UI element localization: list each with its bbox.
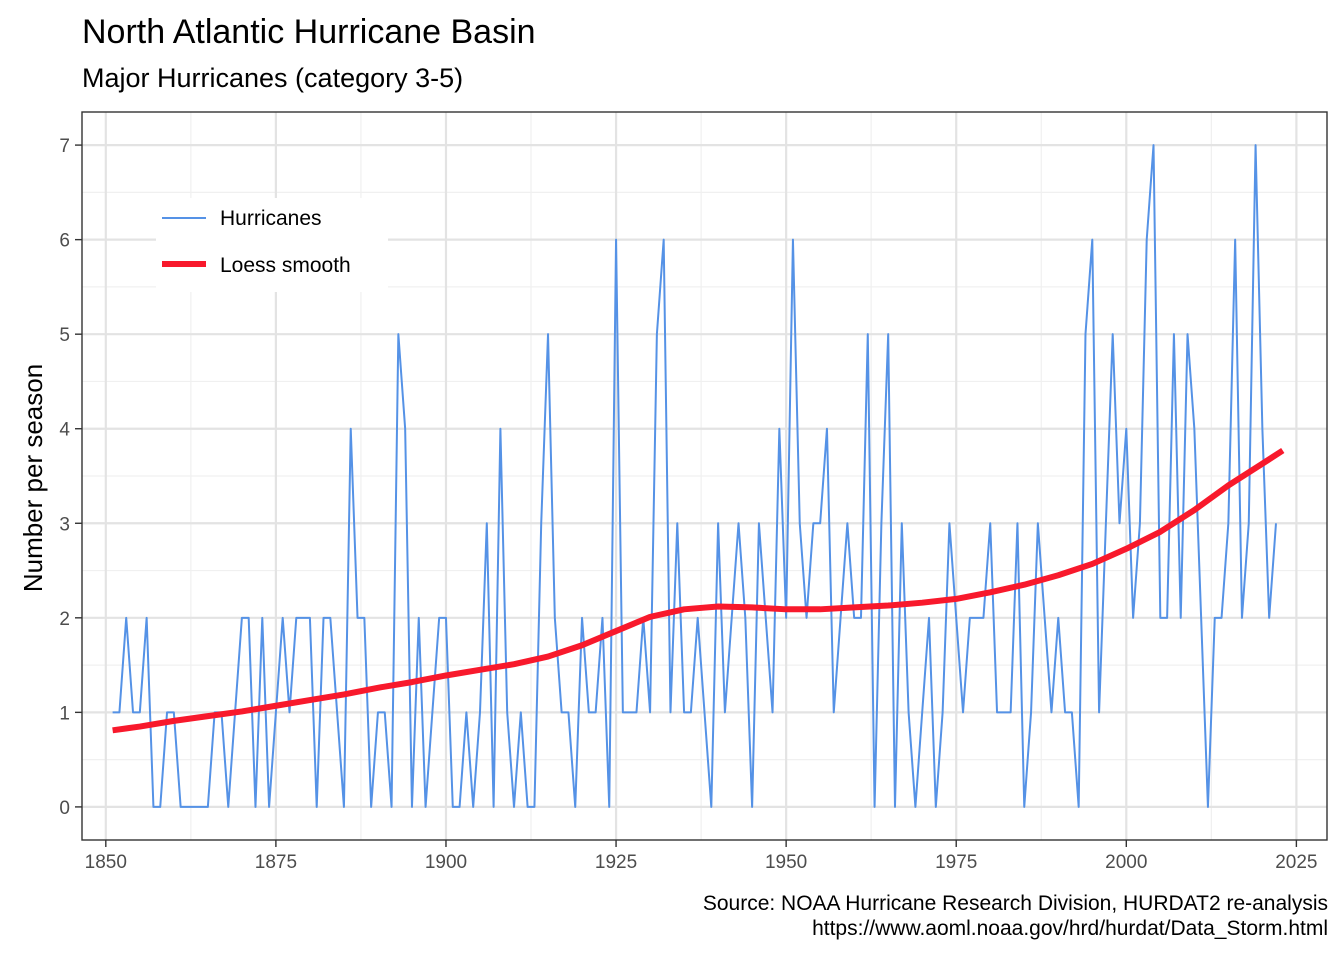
- y-tick-label: 4: [59, 420, 70, 441]
- y-tick-label: 5: [59, 325, 70, 346]
- y-tick-label: 0: [59, 798, 70, 819]
- y-tick-label: 6: [59, 231, 70, 252]
- chart-title: North Atlantic Hurricane Basin: [82, 13, 536, 51]
- series-layer: [112, 144, 1285, 808]
- y-tick-label: 3: [59, 514, 70, 535]
- series-line-loess-smooth: [112, 447, 1285, 734]
- x-tick-label: 1925: [595, 852, 637, 873]
- x-tick-label: 1950: [765, 852, 807, 873]
- x-tick-label: 1900: [425, 852, 467, 873]
- y-tick-label: 1: [59, 703, 70, 724]
- y-axis-label: Number per season: [18, 364, 48, 592]
- legend: Hurricanes Loess smooth: [156, 198, 388, 292]
- legend-label-hurricanes: Hurricanes: [220, 207, 322, 230]
- x-tick-label: 1875: [255, 852, 297, 873]
- source-url: https://www.aoml.noaa.gov/hrd/hurdat/Dat…: [812, 917, 1328, 940]
- y-tick-label: 7: [59, 136, 70, 157]
- y-tick-label: 2: [59, 609, 70, 630]
- x-tick-label: 2000: [1105, 852, 1147, 873]
- legend-background: [156, 198, 388, 292]
- y-tick-labels: 0 1 2 3 4 5 6 7: [59, 136, 70, 819]
- legend-label-loess-smooth: Loess smooth: [220, 254, 351, 277]
- x-tick-label: 2025: [1275, 852, 1317, 873]
- chart-subtitle: Major Hurricanes (category 3-5): [82, 63, 464, 93]
- panel-border: [81, 111, 1328, 841]
- x-tick-label: 1850: [85, 852, 127, 873]
- series-line-hurricanes: [112, 144, 1277, 808]
- x-tick-labels: 1850 1875 1900 1925 1950 1975 2000 2025: [85, 852, 1318, 873]
- axis-ticks: [75, 144, 1298, 847]
- source-caption: Source: NOAA Hurricane Research Division…: [702, 892, 1328, 915]
- x-tick-label: 1975: [935, 852, 977, 873]
